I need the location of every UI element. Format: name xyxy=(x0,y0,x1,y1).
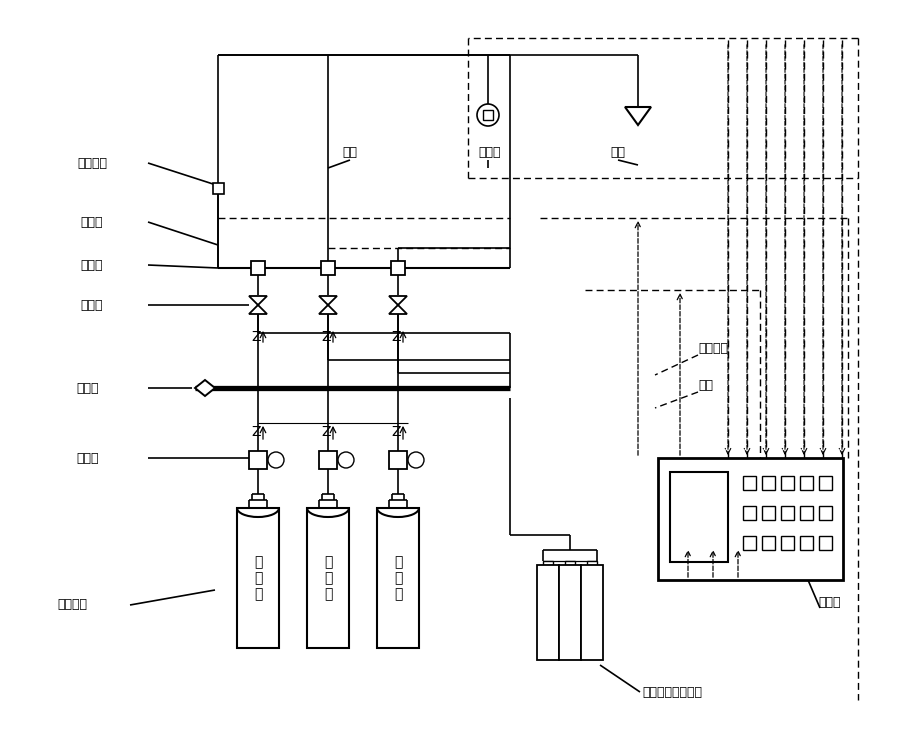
Bar xyxy=(743,476,756,490)
Polygon shape xyxy=(389,296,407,314)
Bar xyxy=(251,261,265,275)
Bar xyxy=(781,536,794,550)
Bar xyxy=(581,565,603,660)
Bar xyxy=(391,261,405,275)
Bar xyxy=(762,476,775,490)
Bar xyxy=(319,451,337,469)
Bar xyxy=(819,476,832,490)
Bar xyxy=(213,183,224,194)
Bar xyxy=(819,536,832,550)
Bar xyxy=(800,506,813,520)
Polygon shape xyxy=(625,107,651,125)
Text: Z: Z xyxy=(391,425,401,439)
Text: Z: Z xyxy=(321,330,331,344)
Bar xyxy=(762,506,775,520)
Bar xyxy=(307,508,349,648)
Text: 压力开关: 压力开关 xyxy=(77,156,107,170)
Bar xyxy=(377,508,419,648)
Polygon shape xyxy=(319,296,337,314)
Bar xyxy=(237,508,279,648)
Bar xyxy=(587,561,597,565)
Bar xyxy=(537,565,559,660)
Text: 灭
火
剂: 灭 火 剂 xyxy=(324,555,333,601)
Text: 灭
火
剂: 灭 火 剂 xyxy=(254,555,263,601)
Bar xyxy=(781,506,794,520)
Bar xyxy=(670,472,728,562)
Text: 控制器: 控制器 xyxy=(819,595,841,609)
Bar xyxy=(543,561,553,565)
Text: 联动控制: 联动控制 xyxy=(698,341,728,354)
Text: Z: Z xyxy=(251,330,261,344)
Polygon shape xyxy=(249,296,267,314)
Bar xyxy=(321,261,335,275)
Text: Z: Z xyxy=(321,425,331,439)
Text: 储存容器: 储存容器 xyxy=(57,598,87,612)
Text: 报警: 报警 xyxy=(698,379,713,391)
Bar xyxy=(565,561,575,565)
Text: 容器阀: 容器阀 xyxy=(76,452,99,464)
Bar xyxy=(658,458,843,580)
Text: 启动气瓶（氮气）: 启动气瓶（氮气） xyxy=(642,685,702,699)
Bar xyxy=(743,506,756,520)
Bar xyxy=(800,536,813,550)
Text: 灭
火
剂: 灭 火 剂 xyxy=(394,555,402,601)
Bar xyxy=(762,536,775,550)
Text: 管道: 管道 xyxy=(343,145,358,158)
Text: Z: Z xyxy=(251,425,261,439)
Bar xyxy=(559,565,581,660)
Polygon shape xyxy=(195,380,215,396)
Circle shape xyxy=(477,104,499,126)
Text: 探测器: 探测器 xyxy=(479,145,502,158)
Circle shape xyxy=(338,452,354,468)
Text: 单向阀: 单向阀 xyxy=(76,382,99,394)
Bar xyxy=(743,536,756,550)
Bar xyxy=(800,476,813,490)
Circle shape xyxy=(408,452,424,468)
Bar xyxy=(483,110,493,120)
Text: Z: Z xyxy=(391,330,401,344)
Circle shape xyxy=(268,452,284,468)
Bar xyxy=(781,476,794,490)
Text: 喷头: 喷头 xyxy=(610,145,626,158)
Bar xyxy=(389,451,407,469)
Bar xyxy=(819,506,832,520)
Text: 选择阀: 选择阀 xyxy=(81,215,103,228)
Bar xyxy=(249,451,267,469)
Text: 汇集管: 汇集管 xyxy=(81,259,103,271)
Text: 安全阀: 安全阀 xyxy=(81,298,103,312)
